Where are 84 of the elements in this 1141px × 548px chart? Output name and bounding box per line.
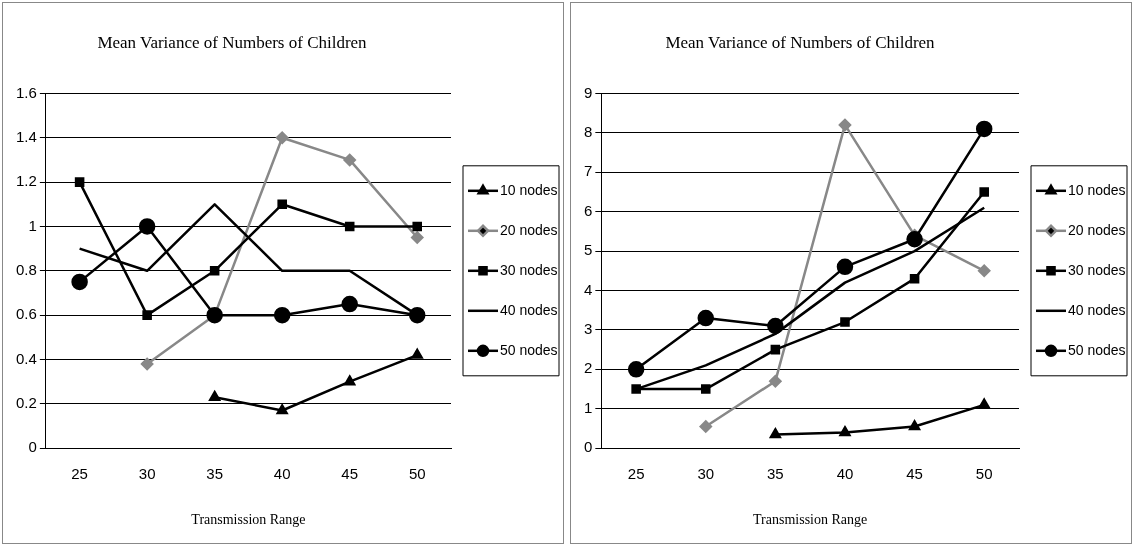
- point: [839, 426, 851, 437]
- point: [909, 420, 921, 431]
- y-tick-label: 1.6: [15, 83, 37, 101]
- point: [209, 390, 221, 401]
- point: [838, 118, 852, 132]
- point: [344, 221, 355, 232]
- point: [700, 384, 711, 394]
- point: [631, 384, 641, 394]
- y-tick-label: 3: [584, 320, 593, 338]
- point: [344, 375, 356, 386]
- legend-label: 40 nodes: [1068, 301, 1126, 318]
- point: [276, 404, 288, 415]
- legend-label: 10 nodes: [500, 181, 558, 198]
- x-tick-label: 30: [697, 465, 715, 483]
- point: [978, 398, 990, 409]
- x-tick-label: 30: [138, 465, 156, 483]
- x-tick-label: 25: [627, 465, 645, 483]
- y-tick-label: 0: [584, 438, 593, 456]
- x-tick-label: 50: [975, 465, 993, 483]
- point: [341, 295, 358, 313]
- y-tick-label: 1: [28, 216, 37, 234]
- point: [71, 273, 88, 291]
- y-tick-label: 1: [584, 398, 593, 416]
- x-axis-title: Transmission Range: [191, 512, 306, 528]
- chart-title: Mean Variance of Numbers of Children: [97, 32, 368, 52]
- point: [840, 317, 850, 327]
- legend-label: 50 nodes: [500, 341, 558, 358]
- x-axis-title: Transmission Range: [753, 512, 868, 528]
- point: [273, 306, 291, 324]
- y-tick-label: 5: [584, 241, 593, 259]
- point: [411, 348, 423, 359]
- point: [769, 428, 781, 439]
- point: [209, 266, 220, 276]
- point: [770, 344, 781, 355]
- chart-title: Mean Variance of Numbers of Children: [665, 32, 936, 52]
- point: [697, 309, 715, 327]
- y-tick-label: 6: [584, 201, 593, 219]
- x-tick-label: 45: [906, 465, 923, 483]
- x-tick-label: 35: [206, 465, 224, 483]
- x-tick-label: 25: [71, 465, 88, 483]
- point: [410, 231, 424, 244]
- y-tick-label: 0: [28, 438, 37, 456]
- point: [140, 357, 154, 371]
- point: [906, 231, 923, 248]
- legend-label: 50 nodes: [1068, 341, 1126, 358]
- point: [142, 310, 152, 320]
- point: [275, 131, 289, 144]
- y-tick-label: 2: [584, 359, 593, 377]
- y-tick-label: 0.6: [15, 305, 37, 323]
- point: [769, 374, 782, 388]
- legend-label: 20 nodes: [500, 221, 558, 238]
- legend-label: 30 nodes: [1068, 261, 1126, 278]
- y-tick-label: 9: [584, 83, 593, 101]
- point: [138, 218, 156, 235]
- point: [412, 221, 423, 232]
- y-tick-label: 1.4: [15, 127, 37, 145]
- legend-label: 10 nodes: [1068, 181, 1126, 198]
- point: [767, 317, 784, 335]
- x-tick-label: 50: [408, 465, 426, 483]
- point: [277, 199, 287, 210]
- point: [408, 306, 426, 324]
- x-tick-label: 40: [273, 465, 291, 483]
- point: [627, 361, 645, 378]
- y-tick-label: 0.8: [15, 260, 37, 278]
- point: [977, 264, 991, 278]
- point: [699, 420, 713, 433]
- legend-label: 40 nodes: [500, 301, 558, 318]
- point: [979, 187, 989, 197]
- point: [74, 177, 85, 187]
- legend-label: 30 nodes: [500, 261, 558, 278]
- point: [836, 258, 854, 276]
- point: [343, 153, 356, 167]
- x-tick-label: 35: [767, 465, 784, 483]
- y-tick-label: 1.2: [15, 172, 37, 190]
- legend-label: 20 nodes: [1068, 221, 1126, 238]
- point: [975, 120, 993, 138]
- y-tick-label: 0.4: [15, 349, 37, 367]
- x-tick-label: 45: [341, 465, 359, 483]
- point: [909, 273, 920, 284]
- y-tick-label: 7: [584, 162, 593, 180]
- y-tick-label: 4: [584, 280, 593, 298]
- y-tick-label: 8: [584, 122, 593, 140]
- y-tick-label: 0.2: [15, 393, 37, 411]
- x-tick-label: 40: [836, 465, 854, 483]
